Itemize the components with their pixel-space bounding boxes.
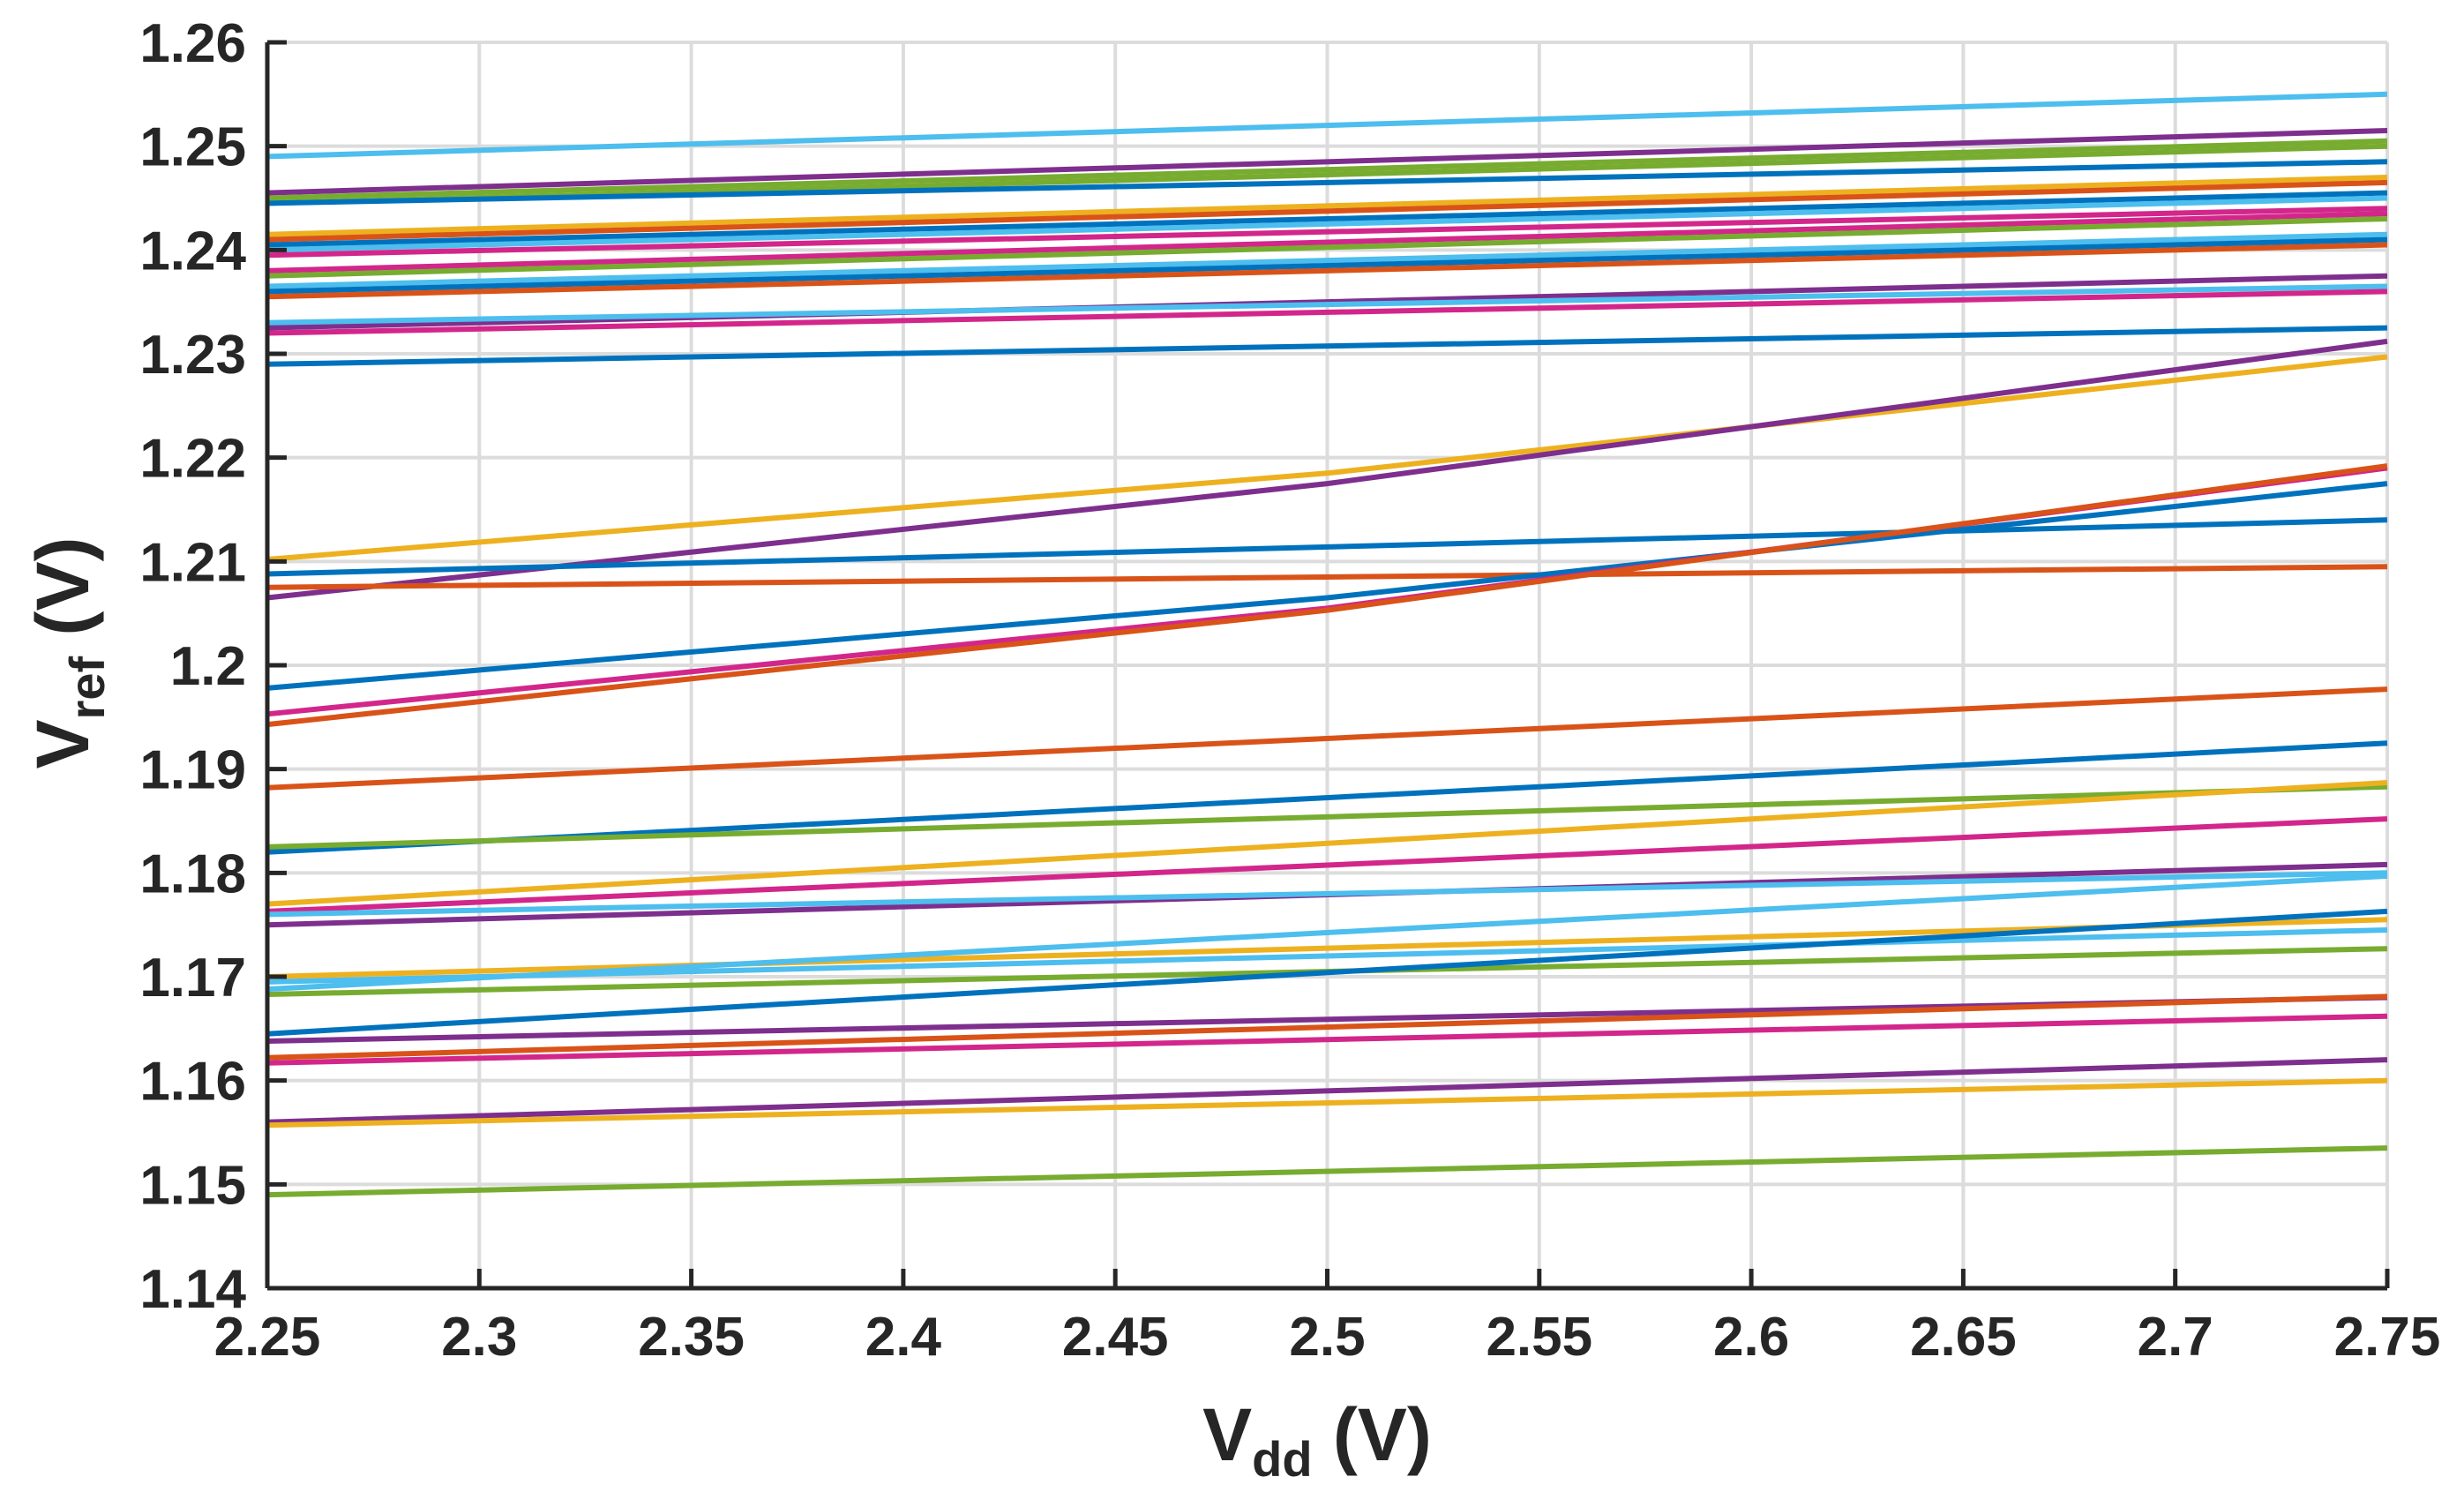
y-tick-label-11: 1.25 — [139, 117, 246, 178]
x-tick-label-7: 2.6 — [1713, 1307, 1789, 1368]
y-axis-label-unit: (V) — [21, 537, 104, 656]
series-line-run-27 — [266, 686, 2388, 791]
x-tick-label-0: 2.25 — [214, 1307, 321, 1368]
series-line-run-10 — [266, 206, 2388, 259]
y-tick-label-10: 1.24 — [139, 221, 246, 281]
x-axis-label: Vdd (V) — [1202, 1393, 1432, 1487]
x-tick-label-5: 2.5 — [1289, 1307, 1365, 1368]
series-line-run-33 — [266, 870, 2388, 918]
x-axis-label-sub: dd — [1252, 1431, 1312, 1487]
series-line-run-17 — [266, 283, 2388, 326]
series-line-run-02 — [266, 128, 2388, 196]
series-line-run-28 — [266, 740, 2388, 855]
series-line-run-15 — [266, 242, 2388, 300]
series-line-run-40 — [266, 993, 2388, 1061]
series-line-run-35 — [266, 873, 2388, 993]
y-tick-label-12: 1.26 — [139, 13, 246, 74]
axes — [265, 40, 2390, 1291]
x-tick-label-8: 2.65 — [1910, 1307, 2017, 1368]
series-line-run-30 — [266, 780, 2388, 907]
series-line-run-08 — [266, 190, 2388, 248]
series-line-run-01 — [266, 91, 2388, 160]
series-line-run-18 — [266, 289, 2388, 336]
series-line-run-20 — [266, 354, 2388, 562]
y-tick-label-0: 1.14 — [139, 1259, 246, 1320]
series-line-run-24 — [266, 481, 2388, 691]
series-line-run-22 — [266, 564, 2388, 590]
series-line-run-43 — [266, 1077, 2388, 1128]
y-tick-label-2: 1.16 — [139, 1052, 246, 1113]
series-line-run-07 — [266, 179, 2388, 243]
y-tick-label-9: 1.23 — [139, 325, 246, 386]
y-tick-labels: 1.14 1.15 1.16 1.17 1.18 1.19 1.2 1.21 1.22 1.23 1… — [139, 13, 246, 1320]
series-line-run-31 — [266, 816, 2388, 914]
x-tick-label-2: 2.35 — [638, 1307, 745, 1368]
series-line-run-29 — [266, 783, 2388, 850]
x-axis-label-main: V — [1202, 1393, 1252, 1476]
y-tick-label-4: 1.18 — [139, 843, 246, 904]
series-line-run-26 — [266, 463, 2388, 728]
y-tick-label-8: 1.22 — [139, 429, 246, 490]
x-tick-label-10: 2.75 — [2334, 1307, 2441, 1368]
series-line-run-38 — [266, 908, 2388, 1037]
series-line-run-23 — [266, 517, 2388, 577]
series-lines — [266, 91, 2388, 1198]
y-tick-label-5: 1.19 — [139, 740, 246, 801]
y-tick-label-6: 1.2 — [170, 636, 246, 697]
series-line-run-14 — [266, 236, 2388, 295]
series-line-run-42 — [266, 1057, 2388, 1125]
series-line-run-36 — [266, 927, 2388, 985]
y-axis-label-main: V — [21, 719, 104, 768]
x-axis-label-unit: (V) — [1313, 1393, 1432, 1476]
series-line-run-03 — [266, 138, 2388, 201]
series-line-run-41 — [266, 1013, 2388, 1066]
x-tick-label-9: 2.7 — [2138, 1307, 2213, 1368]
series-line-run-06 — [266, 175, 2388, 237]
x-tick-label-1: 2.3 — [441, 1307, 517, 1368]
y-axis-label-sub: ref — [59, 656, 115, 720]
series-line-run-19 — [266, 325, 2388, 367]
x-tick-label-3: 2.4 — [865, 1307, 942, 1368]
y-tick-label-1: 1.15 — [139, 1155, 246, 1216]
y-tick-label-7: 1.21 — [139, 532, 246, 593]
series-line-run-44 — [266, 1145, 2388, 1198]
x-tick-label-6: 2.55 — [1486, 1307, 1592, 1368]
series-line-run-09 — [266, 195, 2388, 253]
x-tick-label-4: 2.45 — [1062, 1307, 1169, 1368]
y-tick-label-3: 1.17 — [139, 948, 246, 1008]
series-line-run-05 — [266, 159, 2388, 206]
x-tick-labels: 2.25 2.3 2.35 2.4 2.45 2.5 2.55 2.6 2.65 2.7 2.75 — [214, 1307, 2441, 1368]
series-line-run-21 — [266, 338, 2388, 601]
series-line-run-13 — [266, 231, 2388, 289]
series-line-run-11 — [266, 211, 2388, 274]
series-line-run-12 — [266, 216, 2388, 279]
y-axis-label: Vref (V) — [21, 537, 115, 769]
